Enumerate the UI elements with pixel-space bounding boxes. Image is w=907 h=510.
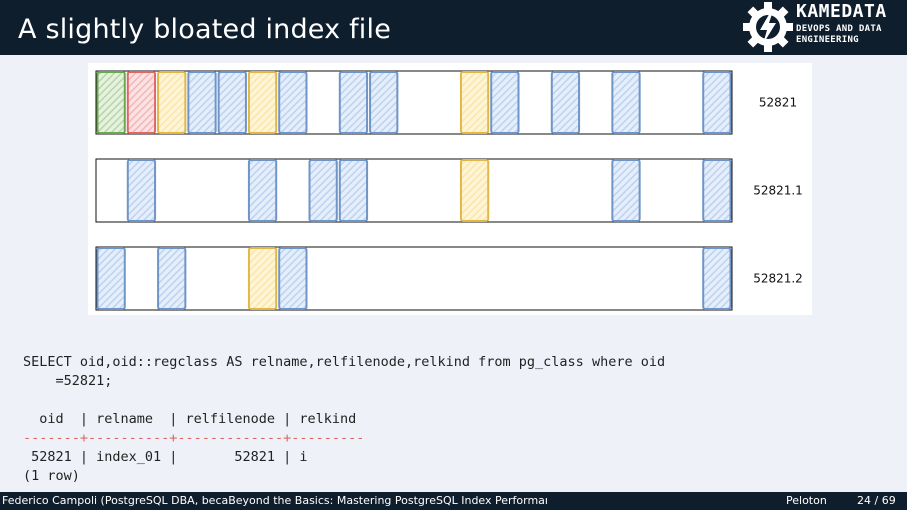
slide-footer: Federico Campoli (PostgreSQL DBA, becaBe… [0, 492, 907, 510]
segment-3: 52821.2 [95, 246, 803, 311]
page-block-blue [96, 247, 126, 310]
result-separator: -------+----------+-------------+-------… [23, 430, 365, 446]
page-block-blue [369, 71, 399, 134]
segment-frame [95, 246, 733, 311]
sql-query: SELECT oid,oid::regclass AS relname,relf… [23, 353, 665, 391]
slide-header: A slightly bloated index file KAMEDATA D… [0, 0, 907, 55]
page-block-yellow [459, 71, 490, 134]
page-block-blue [247, 159, 278, 222]
page-block-yellow [459, 159, 490, 222]
slide-title: A slightly bloated index file [18, 14, 392, 45]
page-block-blue [308, 159, 338, 222]
page-block-yellow [157, 71, 187, 134]
kamedata-logo: KAMEDATA DEVOPS AND DATA ENGINEERING [742, 1, 902, 53]
page-block-yellow [247, 247, 278, 310]
page-block-blue [187, 71, 217, 134]
page-block-blue [157, 247, 187, 310]
segment-label: 52821.1 [753, 184, 803, 198]
logo-name: KAMEDATA [796, 1, 887, 22]
page-block-blue [702, 247, 732, 310]
result-footer: (1 row) [23, 468, 80, 484]
page-block-blue [490, 71, 520, 134]
query-result: oid | relname | relfilenode | relkind --… [23, 410, 364, 486]
page-block-blue [126, 159, 157, 222]
query-line-1: SELECT oid,oid::regclass AS relname,relf… [23, 354, 666, 370]
result-header: oid | relname | relfilenode | relkind [23, 411, 357, 427]
page-block-green [96, 71, 126, 134]
result-row: 52821 | index_01 | 52821 | i [23, 449, 308, 465]
logo-subtitle-1: DEVOPS AND DATA [796, 24, 882, 34]
segment-label: 52821.2 [753, 272, 803, 286]
page-block-red [126, 71, 157, 134]
page-block-blue [702, 159, 732, 222]
page-block-blue [702, 71, 732, 134]
page-block-blue [611, 159, 641, 222]
query-line-2: =52821; [23, 373, 113, 389]
segments-diagram: 52821 52821.1 52821.2 [95, 70, 803, 311]
page-block-yellow [247, 71, 278, 134]
segment-2: 52821.1 [95, 158, 803, 223]
segment-1: 52821 [95, 70, 797, 135]
bloated-index-diagram: 52821 52821.1 52821.2 [88, 63, 812, 315]
page-block-blue [278, 71, 308, 134]
footer-author: Federico Campoli (PostgreSQL DBA, becaBe… [2, 494, 547, 507]
footer-page-number: 24 / 69 [857, 494, 896, 507]
page-block-blue [611, 71, 641, 134]
footer-event: Peloton [786, 494, 827, 507]
page-block-blue [217, 71, 247, 134]
page-block-blue [278, 247, 308, 310]
lightning-gear-icon [743, 2, 793, 52]
page-block-blue [550, 71, 581, 134]
logo-subtitle-2: ENGINEERING [796, 35, 859, 45]
page-block-blue [338, 159, 369, 222]
segment-label: 52821 [759, 96, 797, 110]
page-block-blue [338, 71, 369, 134]
